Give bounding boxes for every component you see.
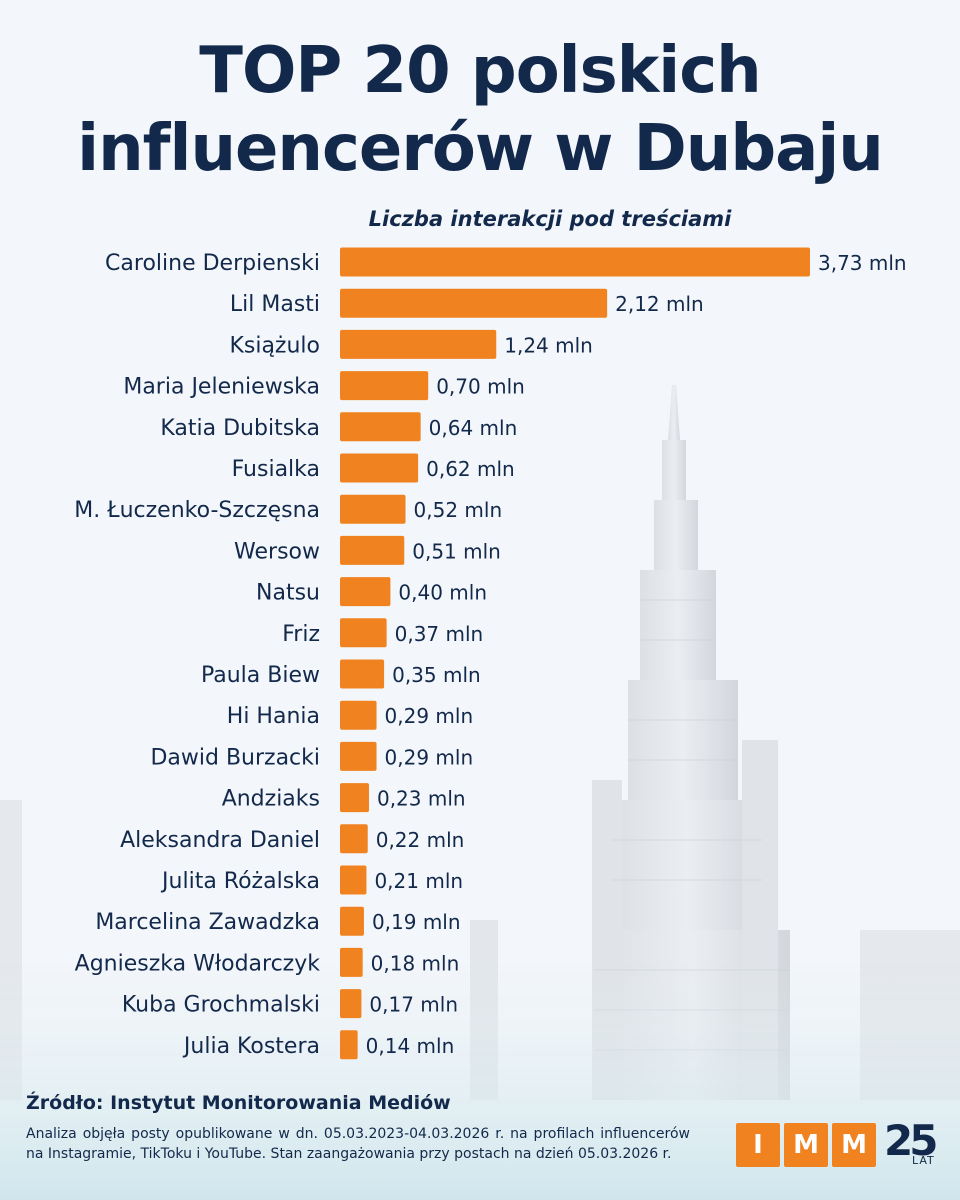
value-label: 0,23 mln [377, 787, 466, 811]
anniversary-badge: 25 LAT [884, 1116, 944, 1170]
imm-25-logo: I M M 25 LAT [736, 1116, 944, 1170]
value-label: 0,21 mln [374, 869, 463, 893]
bar [340, 659, 385, 689]
bar [340, 247, 810, 277]
bar [340, 288, 608, 318]
value-label: 0,22 mln [376, 828, 465, 852]
bar [340, 947, 363, 977]
category-label: Marcelina Zawadzka [95, 910, 320, 935]
value-label: 0,19 mln [372, 910, 461, 934]
bar [340, 865, 367, 895]
bar [340, 824, 368, 854]
bar [340, 741, 377, 771]
category-label: Julia Kostera [182, 1034, 320, 1059]
bar [340, 577, 391, 607]
value-label: 0,14 mln [366, 1034, 455, 1058]
bar [340, 783, 369, 813]
page-title: TOP 20 polskich influencerów w Dubaju [0, 32, 960, 188]
value-label: 0,37 mln [395, 622, 484, 646]
value-label: 1,24 mln [504, 333, 593, 357]
bar [340, 535, 405, 565]
methodology-note: Analiza objęła posty opublikowane w dn. … [26, 1126, 690, 1162]
value-label: 0,17 mln [369, 993, 458, 1017]
value-label: 3,73 mln [818, 251, 907, 275]
title-line-2: influencerów w Dubaju [77, 112, 884, 186]
logo-letter: M [784, 1123, 828, 1167]
value-label: 0,64 mln [429, 416, 518, 440]
category-label: M. Łuczenko-Szczęsna [74, 498, 320, 523]
bar [340, 412, 421, 442]
anniversary-number: 25 [884, 1116, 938, 1165]
bar [340, 329, 497, 359]
category-label: Fusialka [232, 457, 320, 482]
value-label: 0,62 mln [426, 457, 515, 481]
anniversary-label: LAT [912, 1154, 935, 1167]
source-label: Źródło: Instytut Monitorowania Mediów [26, 1092, 451, 1114]
category-label: Kuba Grochmalski [122, 993, 320, 1018]
value-label: 0,18 mln [371, 951, 460, 975]
value-label: 0,29 mln [385, 745, 474, 769]
category-label: Paula Biew [201, 663, 320, 688]
category-label: Friz [282, 622, 320, 647]
category-label: Lil Masti [230, 292, 320, 317]
value-label: 0,51 mln [412, 539, 501, 563]
category-label: Dawid Burzacki [150, 745, 320, 770]
category-label: Katia Dubitska [160, 416, 320, 441]
bar [340, 1030, 358, 1060]
value-label: 2,12 mln [615, 292, 704, 316]
value-label: 0,40 mln [398, 581, 487, 605]
value-label: 0,29 mln [385, 704, 474, 728]
bar [340, 618, 387, 648]
logo-letter: M [832, 1123, 876, 1167]
category-label: Agnieszka Włodarczyk [75, 951, 321, 976]
category-label: Aleksandra Daniel [120, 828, 320, 853]
category-label: Wersow [234, 539, 320, 564]
logo-letter: I [736, 1123, 780, 1167]
bar [340, 989, 362, 1019]
category-label: Książulo [229, 333, 320, 358]
category-label: Caroline Derpienski [105, 251, 320, 276]
category-label: Andziaks [222, 787, 320, 812]
chart-subtitle: Liczba interakcji pod treściami [368, 207, 732, 231]
value-label: 0,52 mln [414, 498, 503, 522]
bar [340, 906, 364, 936]
value-label: 0,70 mln [436, 375, 525, 399]
bar [340, 700, 377, 730]
bar [340, 494, 406, 524]
title-line-1: TOP 20 polskich [199, 34, 761, 108]
value-label: 0,35 mln [392, 663, 481, 687]
bar [340, 371, 429, 401]
bar [340, 453, 419, 483]
category-label: Hi Hania [227, 704, 320, 729]
category-label: Julita Różalska [160, 869, 320, 894]
category-label: Natsu [256, 581, 320, 606]
category-label: Maria Jeleniewska [123, 375, 320, 400]
